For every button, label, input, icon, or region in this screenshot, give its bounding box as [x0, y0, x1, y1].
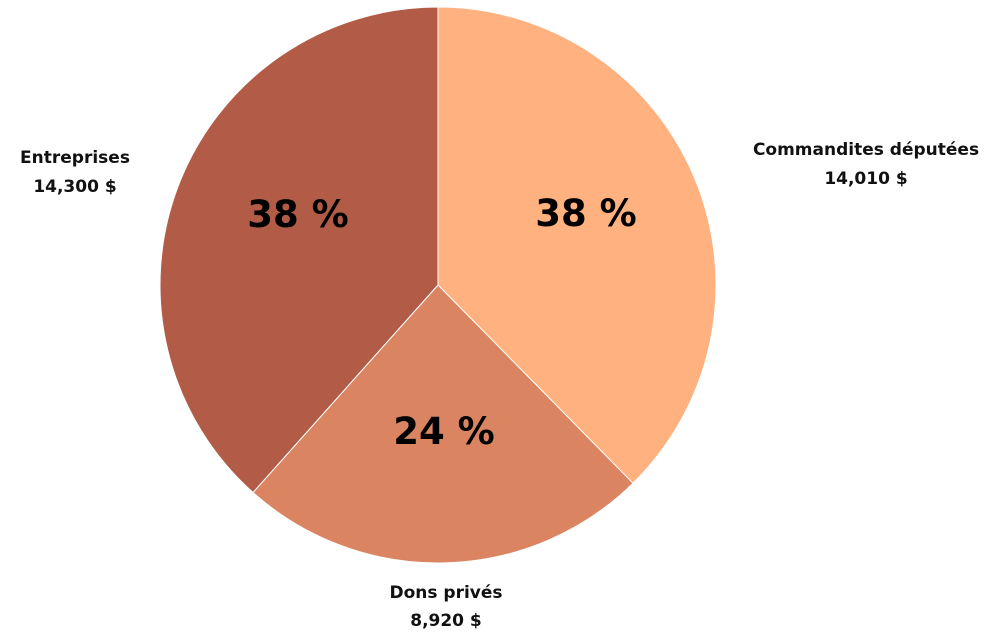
pie-slices — [159, 6, 717, 564]
category-name-entreprises: Entreprises — [20, 148, 130, 168]
category-amount-dons-prives: 8,920 $ — [410, 611, 482, 631]
category-name-commandites-deputees: Commandites députées — [753, 140, 979, 160]
pie-slice-entreprises — [159, 6, 439, 494]
pie-slice-commandites-deputees — [437, 6, 717, 484]
category-amount-entreprises: 14,300 $ — [33, 177, 116, 197]
category-amount-commandites-deputees: 14,010 $ — [824, 169, 907, 189]
pie-slice-dons-prives — [252, 284, 634, 564]
category-name-dons-prives: Dons privés — [389, 583, 502, 603]
category-labels: Commandites députées 14,010 $ Dons privé… — [20, 140, 979, 631]
percent-label-dons-prives: 24 % — [393, 410, 494, 453]
percent-labels: 38 % 24 % 38 % — [247, 192, 636, 453]
percent-label-commandites-deputees: 38 % — [535, 192, 636, 235]
percent-label-entreprises: 38 % — [247, 193, 348, 236]
